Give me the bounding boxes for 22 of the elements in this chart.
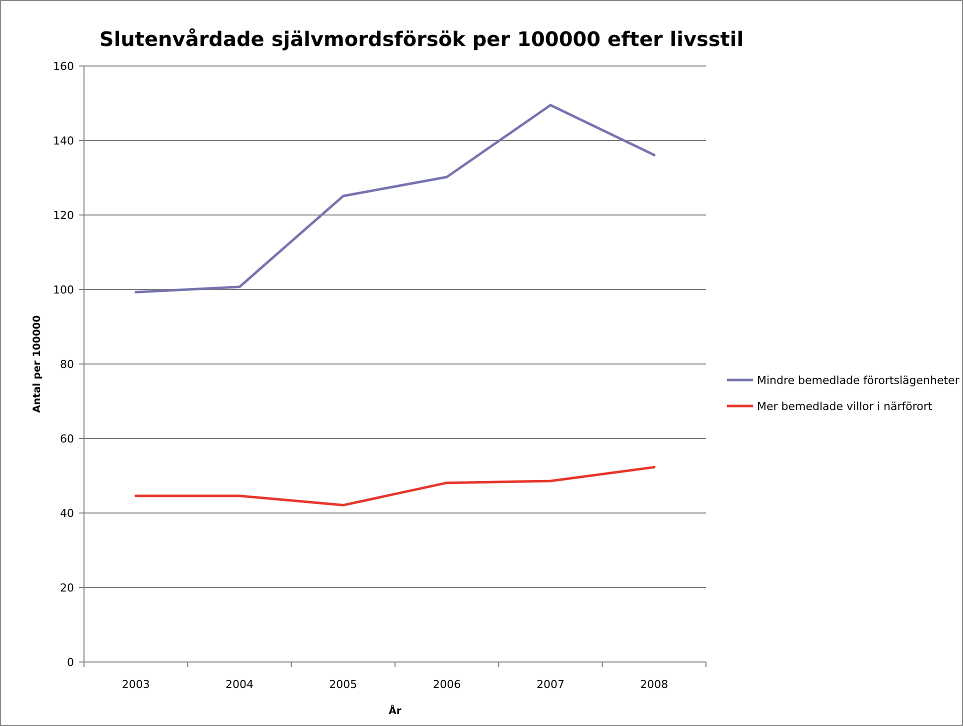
y-tick-label: 20 xyxy=(60,581,74,594)
x-tick-label: 2006 xyxy=(432,678,461,691)
y-tick-label: 40 xyxy=(60,506,74,520)
y-tick-label: 120 xyxy=(53,208,74,222)
chart-title: Slutenvårdade självmordsförsök per 100000 efter livsstil xyxy=(99,27,744,51)
line-series xyxy=(134,104,656,294)
y-tick-label: 100 xyxy=(53,283,74,296)
x-tick-label: 2007 xyxy=(536,678,564,691)
y-tick-label: 80 xyxy=(60,358,74,371)
x-tick-label: 2004 xyxy=(226,678,254,691)
x-tick-label: 2005 xyxy=(329,678,358,691)
x-axis-title: År xyxy=(388,704,402,717)
legend-label: Mer bemedlade villor i närförort xyxy=(757,400,933,413)
y-tick-label: 0 xyxy=(67,656,74,669)
legend-label: Mindre bemedlade förortslägenheter xyxy=(757,374,960,387)
line-series xyxy=(134,466,656,506)
y-axis-title: Antal per 100000 xyxy=(32,315,43,413)
y-tick-label: 140 xyxy=(53,134,74,148)
y-tick-label: 60 xyxy=(60,432,74,446)
x-tick-label: 2008 xyxy=(640,678,668,691)
y-tick-label: 160 xyxy=(53,60,74,73)
x-tick-label: 2003 xyxy=(122,678,150,691)
